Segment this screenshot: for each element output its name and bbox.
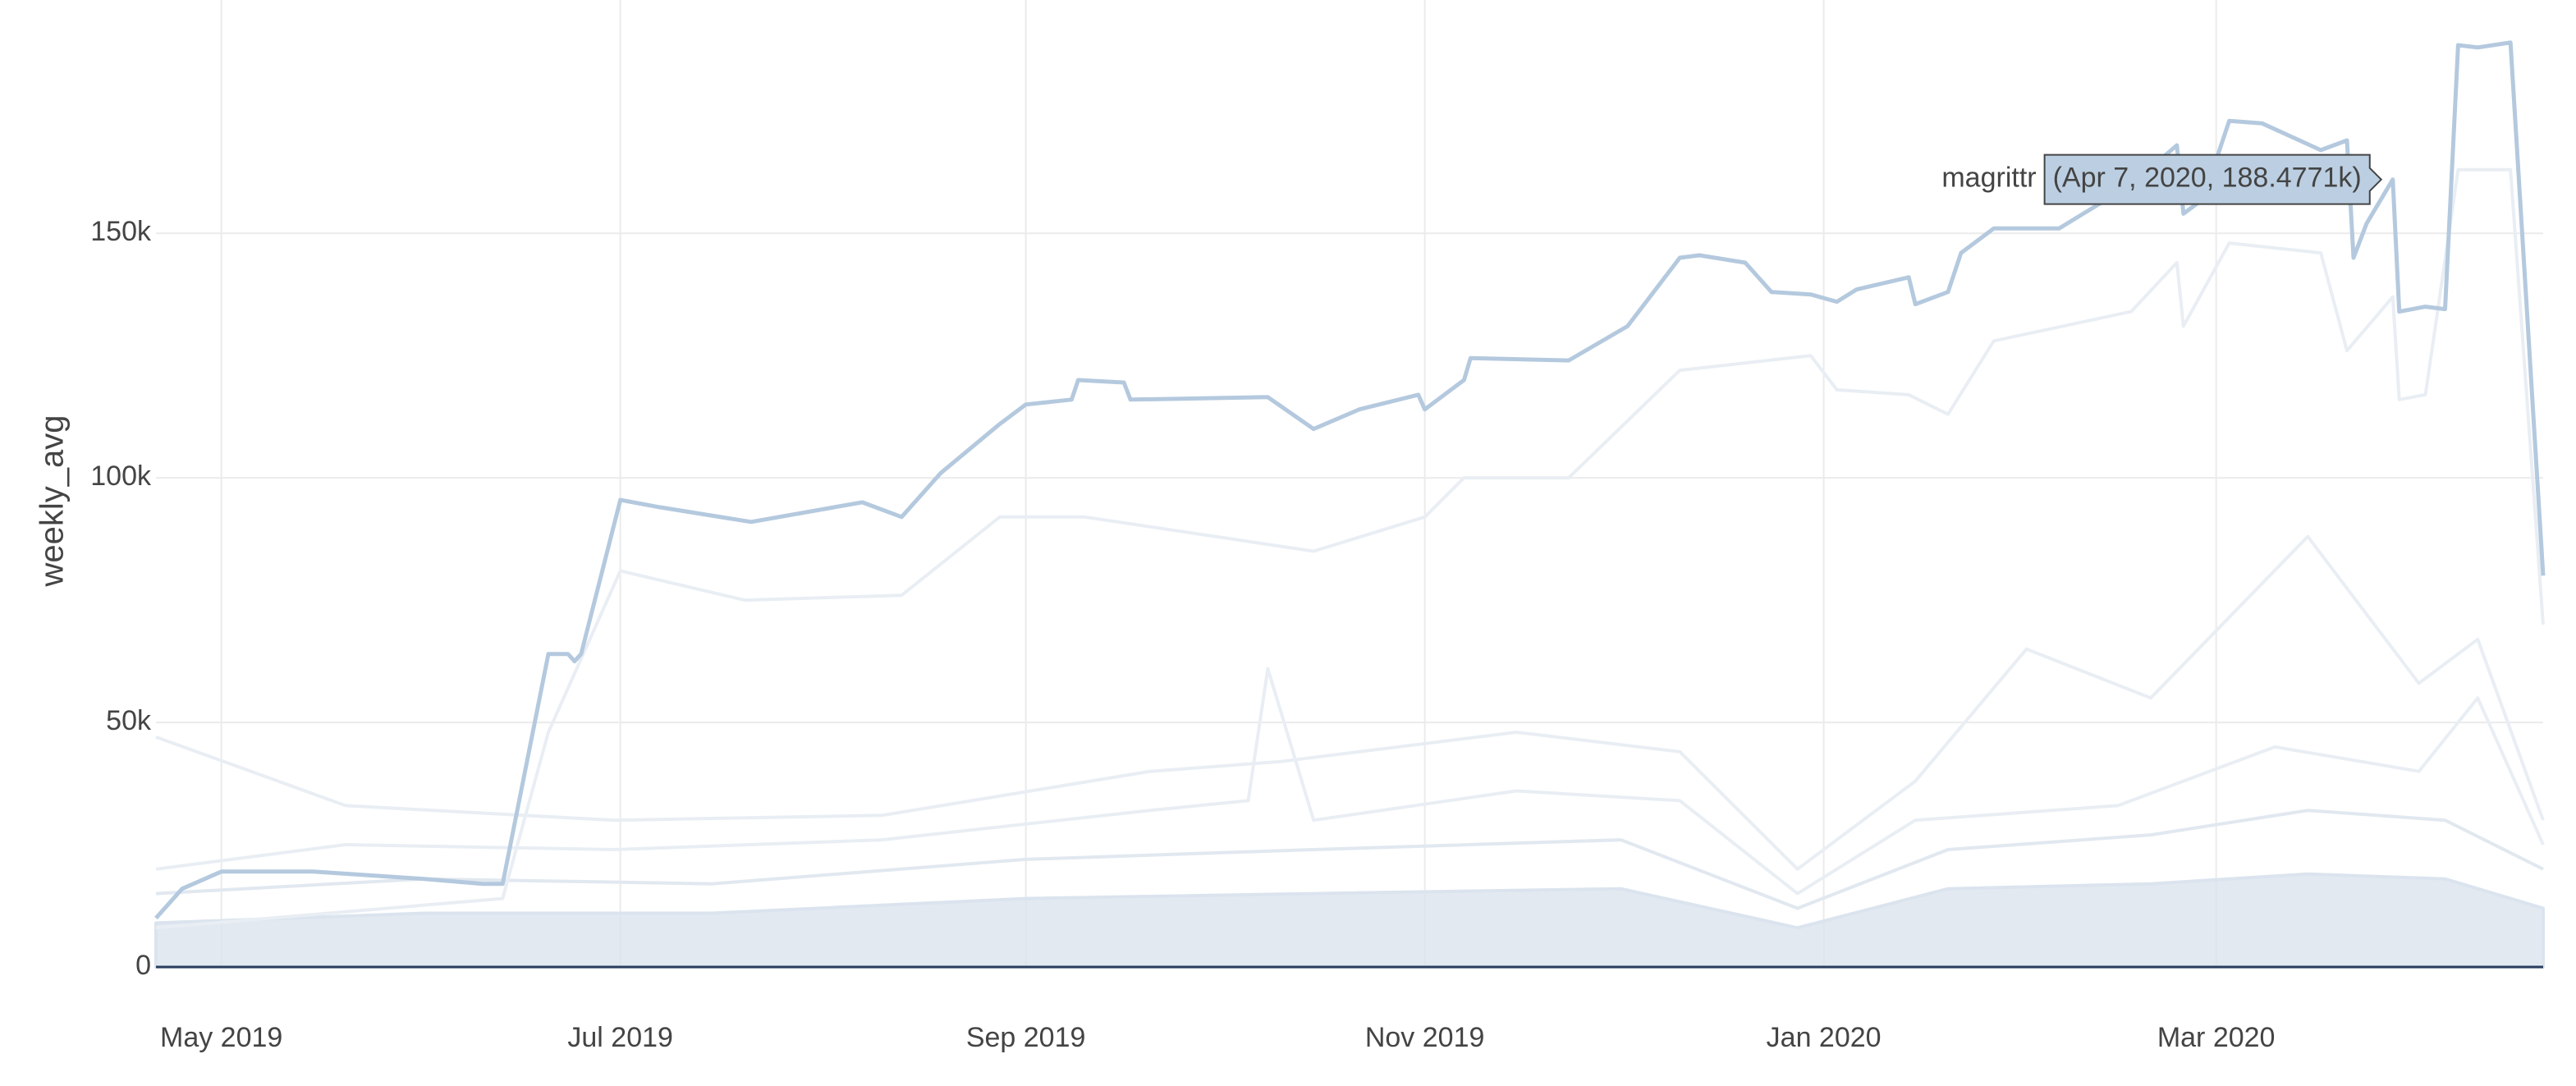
series-line [155,809,2544,910]
x-tick-label: Nov 2019 [1365,1022,1485,1053]
x-tick-label: Jan 2020 [1767,1022,1882,1053]
y-tick-label: 0 [135,950,151,981]
y-tick-label: 50k [106,705,152,736]
y-tick-label: 100k [90,461,152,492]
series-line [154,40,2546,920]
series-area [154,872,2545,969]
x-tick-label: May 2019 [160,1022,282,1053]
series-line [155,667,2545,896]
x-tick-label: Sep 2019 [966,1022,1086,1053]
hover-label: (Apr 7, 2020, 188.4771k) [2053,163,2362,194]
series-line [155,167,2545,930]
hover-series-name: magrittr [1941,163,2036,194]
x-tick-label: Mar 2020 [2157,1022,2276,1053]
x-tick-label: Jul 2019 [567,1022,673,1053]
hover-box [2043,154,2383,205]
y-tick-label: 150k [90,216,152,247]
series-line [155,534,2545,871]
y-axis-title: weekly_avg [34,415,71,587]
